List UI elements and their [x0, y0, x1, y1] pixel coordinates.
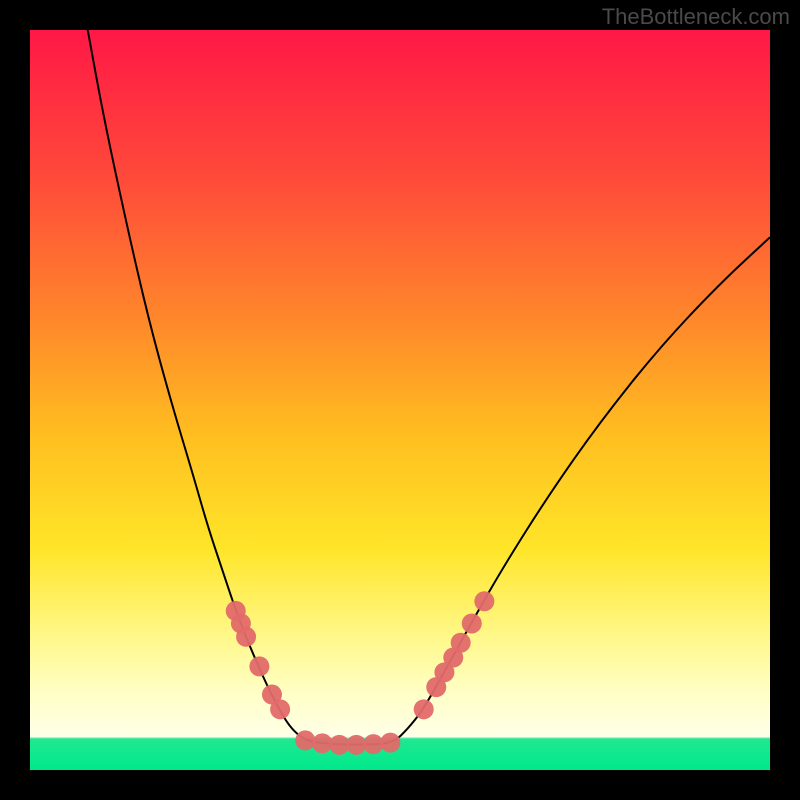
marker-bottom: [295, 730, 315, 750]
chart-svg: [0, 0, 800, 800]
bottleneck-chart: TheBottleneck.com: [0, 0, 800, 800]
marker-bottom: [380, 733, 400, 753]
marker-right: [474, 591, 494, 611]
watermark-text: TheBottleneck.com: [602, 4, 790, 30]
marker-bottom: [312, 733, 332, 753]
marker-right: [414, 699, 434, 719]
marker-left: [249, 656, 269, 676]
marker-bottom: [329, 735, 349, 755]
marker-left: [270, 699, 290, 719]
marker-bottom: [346, 735, 366, 755]
marker-left: [236, 627, 256, 647]
marker-bottom: [363, 734, 383, 754]
chart-plot-area: [30, 30, 770, 770]
marker-right: [462, 613, 482, 633]
marker-right: [451, 633, 471, 653]
